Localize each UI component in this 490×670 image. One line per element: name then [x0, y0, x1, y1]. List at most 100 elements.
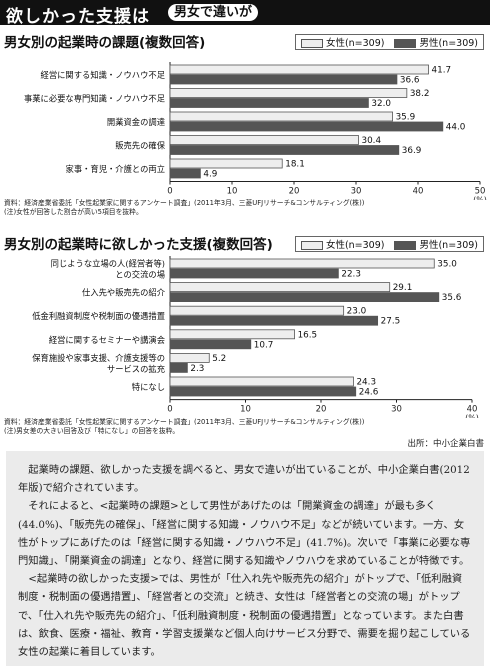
description-paragraph-1: 起業時の課題、欲しかった支援を調べると、男女で違いが出ていることが、中小企業白書… [18, 464, 470, 495]
banner-tag: 男女で違いが [168, 4, 259, 21]
value-label-male: 22.3 [341, 270, 361, 280]
x-tick-label: 30 [351, 187, 362, 197]
chart1-legend: 女性(n=309) 男性(n=309) [294, 34, 484, 50]
chart2-note-source: 資料：経済産業省委託「女性起業家に関するアンケート調査」(2011年3月、三菱U… [4, 418, 365, 426]
value-label-female: 24.3 [356, 378, 376, 388]
value-label-male: 44.0 [446, 123, 466, 133]
x-tick-label: 40 [467, 405, 478, 415]
legend-female: 女性(n=309) [300, 35, 385, 49]
value-label-female: 35.0 [437, 260, 457, 270]
x-tick-label: 20 [289, 187, 300, 197]
chart1-plot: 0 10 20 30 40 50(%) 経営に関する知識・ノウハウ不足 41.7 36.6 事業に… [24, 62, 487, 201]
x-tick-label: 10 [227, 187, 238, 197]
chart1-note-remark: (注)女性が回答した割合が高い5項目を抜粋。 [4, 208, 143, 216]
bar-male [169, 145, 400, 155]
category-label: 経営に関するセミナーや講演会 [49, 335, 165, 345]
bar-male [169, 315, 379, 326]
bar-male [169, 363, 188, 373]
value-label-female: 41.7 [432, 66, 452, 76]
x-tick-label: 30 [391, 405, 402, 415]
legend-male: 男性(n=309) [394, 35, 478, 49]
description-box: 起業時の課題、欲しかった支援を調べると、男女で違いが出ていることが、中小企業白書… [6, 451, 484, 666]
legend-female-label: 女性(n=309) [325, 38, 385, 49]
bar-male [169, 98, 369, 108]
value-label-male: 4.9 [203, 170, 217, 180]
bar-female [169, 135, 359, 145]
value-label-female: 5.2 [212, 354, 226, 364]
value-label-male: 32.0 [371, 99, 391, 109]
legend-female-swatch [300, 39, 323, 48]
category-label: 保育施設や家事支援、介護支援等の [32, 353, 165, 363]
value-label-female: 18.1 [285, 160, 305, 170]
bar-male [169, 386, 357, 397]
legend-female-swatch [300, 241, 323, 250]
category-label: 販売先の確保 [115, 141, 165, 151]
bar-male [169, 121, 444, 132]
value-label-male: 27.5 [381, 317, 401, 327]
legend-male-label: 男性(n=309) [419, 240, 478, 251]
x-unit-label: (%) [473, 196, 487, 201]
bar-female [169, 353, 210, 363]
description-paragraph-2: それによると、<起業時の課題>として男性があげたのは「開業資金の調達」が最も多く… [18, 500, 471, 568]
bar-male [169, 268, 339, 279]
legend-male-swatch [394, 241, 417, 250]
category-label: 低金利融資制度や税制面の優遇措置 [32, 311, 165, 321]
source-credit: 出所：中小企業白書 [407, 439, 484, 449]
banner-title: 欲しかった支援は [6, 7, 150, 27]
value-label-female: 29.1 [393, 283, 413, 293]
bar-female [169, 305, 345, 316]
bar-female [169, 158, 283, 169]
bar-female [169, 111, 393, 122]
bar-female [169, 329, 295, 340]
x-unit-label: (%) [465, 414, 479, 418]
x-tick-label: 20 [316, 405, 327, 415]
value-label-male: 10.7 [254, 340, 274, 350]
x-tick-label: 40 [413, 187, 424, 197]
category-label: 特になし [132, 382, 165, 392]
value-label-male: 35.6 [442, 293, 462, 303]
chart2-note-remark: (注)男女差の大きい回答及び「特になし」の回答を抜粋。 [4, 427, 180, 435]
value-label-male: 36.6 [400, 76, 420, 86]
legend-male-label: 男性(n=309) [419, 38, 478, 49]
header-banner: 欲しかった支援は 男女で違いが [0, 0, 490, 27]
value-label-male: 36.9 [402, 146, 422, 156]
bar-male [169, 74, 398, 85]
x-tick-label: 0 [167, 405, 172, 415]
category-label: との交流の場 [115, 270, 165, 280]
value-label-female: 30.4 [361, 136, 381, 146]
bar-female [169, 282, 391, 293]
category-label: 経営に関する知識・ノウハウ不足 [41, 70, 165, 80]
value-label-female: 16.5 [298, 330, 318, 340]
chart2-legend: 女性(n=309) 男性(n=309) [294, 236, 484, 252]
legend-male-swatch [394, 39, 417, 48]
category-label: 家事・育児・介護との両立 [66, 164, 165, 174]
bar-male [169, 339, 252, 350]
bar-female [169, 258, 435, 269]
value-label-female: 23.0 [347, 307, 367, 317]
chart2-plot: 0 10 20 30 40(%) 同じような立場の人(経営者等)との交流の場 35.0 22.… [32, 256, 479, 418]
category-label: サービスの拡充 [107, 364, 165, 374]
legend-female: 女性(n=309) [300, 237, 385, 251]
category-label: 仕入先や販売先の紹介 [82, 288, 166, 298]
value-label-female: 38.2 [410, 89, 430, 99]
x-tick-label: 10 [240, 405, 251, 415]
legend-male: 男性(n=309) [394, 237, 478, 251]
bar-female [169, 64, 429, 75]
bar-male [169, 292, 440, 302]
chart1-note-source: 資料：経済産業省委託「女性起業家に関するアンケート調査」(2011年3月、三菱U… [4, 199, 365, 207]
legend-female-label: 女性(n=309) [325, 240, 385, 251]
value-label-female: 35.9 [396, 113, 416, 123]
bar-female [169, 88, 408, 98]
bar-male [169, 168, 201, 179]
bar-female [169, 376, 354, 387]
chart2-title: 男女別の起業時に欲しかった支援(複数回答) [4, 237, 273, 253]
category-label: 同じような立場の人(経営者等) [51, 259, 165, 269]
description-paragraph-3: <起業時の欲しかった支援>では、男性が「仕入れ先や販売先の紹介」がトップで、「低… [18, 573, 471, 659]
x-tick-label: 0 [167, 187, 172, 197]
category-label: 開業資金の調達 [107, 117, 165, 127]
category-label: 事業に必要な専門知識・ノウハウ不足 [24, 94, 165, 104]
chart1-title: 男女別の起業時の課題(複数回答) [4, 35, 206, 51]
value-label-male: 2.3 [190, 364, 204, 374]
value-label-male: 24.6 [359, 388, 379, 398]
x-tick-label: 50 [475, 187, 486, 197]
